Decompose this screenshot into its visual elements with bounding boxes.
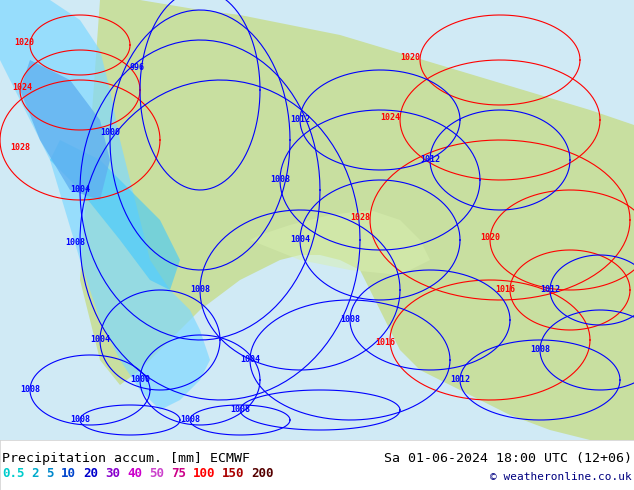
Text: 0.5: 0.5 bbox=[2, 467, 25, 480]
Polygon shape bbox=[0, 0, 210, 410]
Text: 20: 20 bbox=[83, 467, 98, 480]
Text: 1008: 1008 bbox=[180, 415, 200, 424]
Text: 40: 40 bbox=[127, 467, 142, 480]
Text: 1004: 1004 bbox=[290, 235, 310, 244]
Text: 100: 100 bbox=[193, 467, 216, 480]
Text: 10: 10 bbox=[61, 467, 76, 480]
Text: 1020: 1020 bbox=[400, 53, 420, 62]
Text: 1008: 1008 bbox=[230, 405, 250, 414]
Text: 1028: 1028 bbox=[10, 143, 30, 152]
Text: 150: 150 bbox=[222, 467, 245, 480]
Text: 1008: 1008 bbox=[270, 175, 290, 184]
Text: 50: 50 bbox=[149, 467, 164, 480]
Text: 200: 200 bbox=[251, 467, 273, 480]
Text: 1008: 1008 bbox=[340, 315, 360, 324]
Polygon shape bbox=[20, 60, 110, 200]
Text: 1028: 1028 bbox=[350, 213, 370, 222]
Text: 1008: 1008 bbox=[65, 238, 85, 247]
Text: 1012: 1012 bbox=[540, 285, 560, 294]
Text: 2: 2 bbox=[31, 467, 39, 480]
Polygon shape bbox=[250, 210, 430, 275]
Text: 1024: 1024 bbox=[12, 83, 32, 92]
Text: Precipitation accum. [mm] ECMWF: Precipitation accum. [mm] ECMWF bbox=[2, 452, 250, 465]
Text: 1024: 1024 bbox=[380, 113, 400, 122]
Polygon shape bbox=[80, 0, 634, 440]
Text: Sa 01-06-2024 18:00 UTC (12+06): Sa 01-06-2024 18:00 UTC (12+06) bbox=[384, 452, 632, 465]
Text: 1000: 1000 bbox=[130, 375, 150, 384]
Text: 1012: 1012 bbox=[450, 375, 470, 384]
Text: 1016: 1016 bbox=[375, 338, 395, 347]
Polygon shape bbox=[50, 140, 180, 290]
Text: 75: 75 bbox=[171, 467, 186, 480]
Text: 1008: 1008 bbox=[70, 415, 90, 424]
Text: 5: 5 bbox=[46, 467, 53, 480]
Text: 1012: 1012 bbox=[290, 115, 310, 124]
Text: 1004: 1004 bbox=[90, 335, 110, 344]
Text: 1012: 1012 bbox=[420, 155, 440, 164]
Text: 1020: 1020 bbox=[14, 38, 34, 47]
Text: 1004: 1004 bbox=[70, 185, 90, 194]
Text: 1020: 1020 bbox=[480, 233, 500, 242]
Text: 996: 996 bbox=[130, 63, 145, 72]
Text: 30: 30 bbox=[105, 467, 120, 480]
Text: 1004: 1004 bbox=[240, 355, 260, 364]
Text: 1008: 1008 bbox=[530, 345, 550, 354]
Text: © weatheronline.co.uk: © weatheronline.co.uk bbox=[490, 472, 632, 482]
Text: 1008: 1008 bbox=[190, 285, 210, 294]
Text: 1000: 1000 bbox=[100, 128, 120, 137]
Text: 1008: 1008 bbox=[20, 385, 40, 394]
Text: 1016: 1016 bbox=[495, 285, 515, 294]
